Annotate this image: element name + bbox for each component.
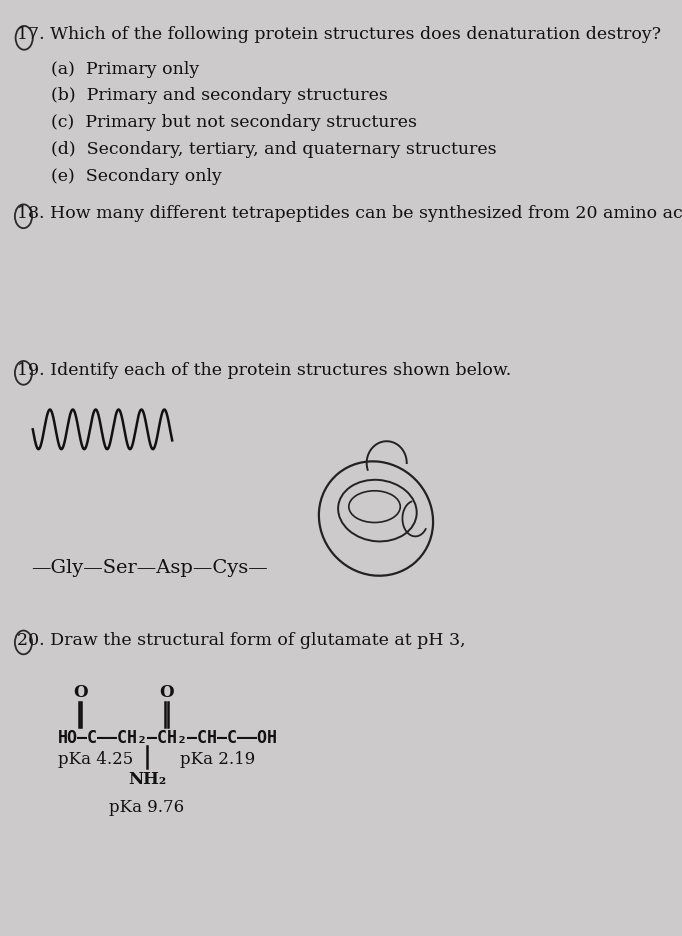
Text: 18. How many different tetrapeptides can be synthesized from 20 amino acids?: 18. How many different tetrapeptides can… <box>17 205 682 222</box>
Text: —Gly—Ser—Asp—Cys—: —Gly—Ser—Asp—Cys— <box>31 559 268 577</box>
Text: (c)  Primary but not secondary structures: (c) Primary but not secondary structures <box>50 114 417 131</box>
Text: pKa 9.76: pKa 9.76 <box>109 798 185 815</box>
Text: 19. Identify each of the protein structures shown below.: 19. Identify each of the protein structu… <box>17 361 512 378</box>
Text: O: O <box>159 683 174 700</box>
Text: NH₂: NH₂ <box>128 770 166 787</box>
Text: pKa 2.19: pKa 2.19 <box>179 751 255 768</box>
Text: (e)  Secondary only: (e) Secondary only <box>50 168 222 184</box>
Text: 17. Which of the following protein structures does denaturation destroy?: 17. Which of the following protein struc… <box>17 26 661 43</box>
Text: (d)  Secondary, tertiary, and quaternary structures: (d) Secondary, tertiary, and quaternary … <box>50 140 496 158</box>
Text: HO—C——CH₂—CH₂—CH—C——OH: HO—C——CH₂—CH₂—CH—C——OH <box>58 728 278 746</box>
Text: (b)  Primary and secondary structures: (b) Primary and secondary structures <box>50 87 387 104</box>
Text: (a)  Primary only: (a) Primary only <box>50 61 199 78</box>
Text: O: O <box>73 683 88 700</box>
Text: pKa 4.25: pKa 4.25 <box>58 751 133 768</box>
Text: 20. Draw the structural form of glutamate at pH 3,: 20. Draw the structural form of glutamat… <box>17 631 466 648</box>
